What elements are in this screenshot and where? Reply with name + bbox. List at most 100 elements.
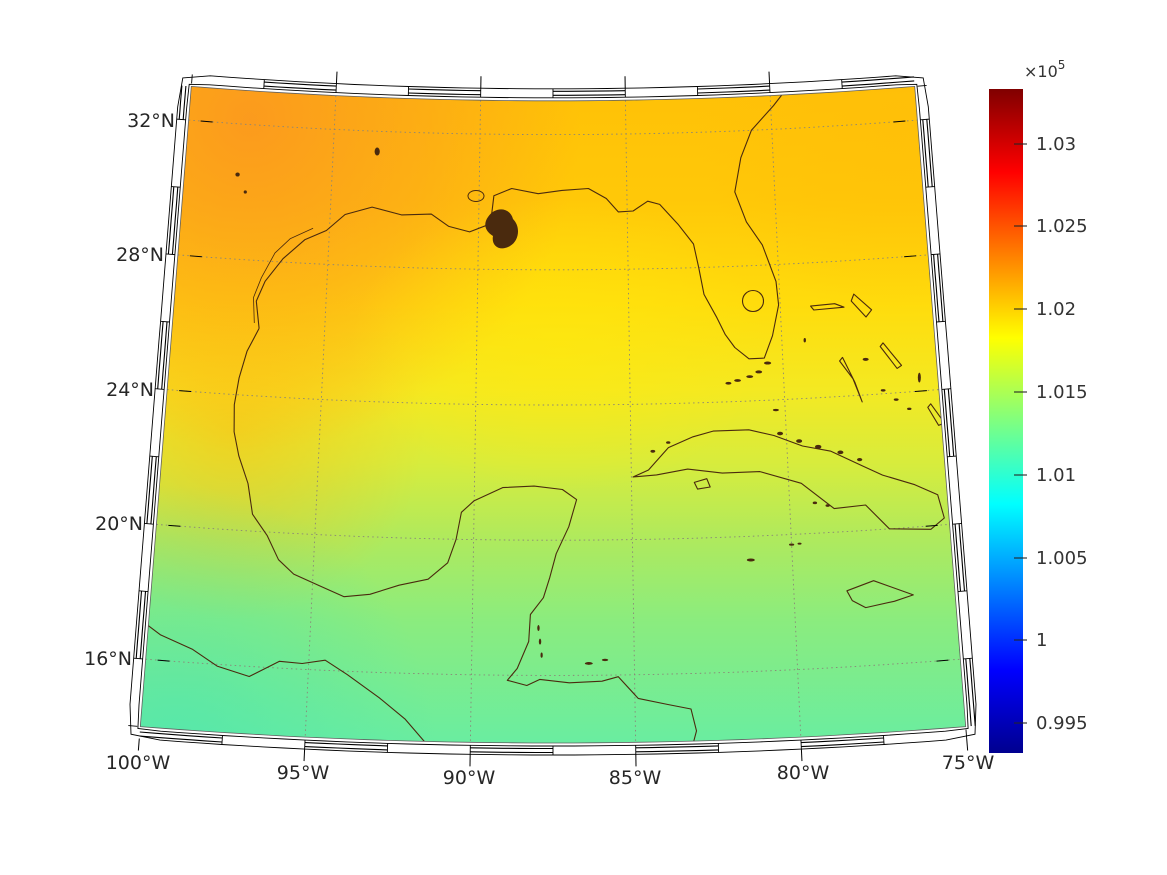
axis-tick [936, 659, 949, 662]
frame-divider [920, 118, 930, 121]
coastline-texas-barrier [253, 227, 314, 324]
frame-divider [165, 253, 175, 256]
frame-zebra-stripe [408, 92, 481, 96]
lon-label-100w: 100°W [106, 752, 171, 774]
frame-zebra-stripe [304, 742, 388, 747]
axis-tick [303, 749, 306, 762]
frame-divider [133, 657, 143, 660]
lat-label-20n: 20°N [95, 513, 143, 535]
frame-divider [221, 735, 223, 745]
new-providence [862, 357, 869, 361]
frame-zebra-stripe [146, 456, 153, 524]
frame-zebra-stripe [926, 119, 933, 187]
frame-band-inner [137, 83, 969, 747]
coastline-us-gulf-atlantic [255, 86, 791, 360]
frame-zebra-stripe [841, 76, 914, 83]
axis-tick [157, 659, 170, 662]
axis-tick [966, 738, 969, 751]
frame-divider [936, 320, 946, 323]
coastline-jamaica [846, 580, 914, 609]
mississippi-delta [485, 209, 519, 249]
frame-divider [160, 320, 170, 323]
lon-label-90w: 90°W [443, 767, 496, 789]
frame-divider [176, 118, 186, 121]
coastline-isla-juventud [693, 478, 711, 490]
cays-cuba [650, 449, 656, 453]
cays-cuba [814, 444, 822, 449]
frame-divider [931, 253, 941, 256]
frame-zebra-stripe [470, 751, 553, 754]
frame-zebra-stripe [470, 747, 553, 750]
grand-cayman [746, 558, 755, 562]
frame-divider [263, 79, 265, 89]
exuma-cays [893, 398, 899, 401]
lake-pontchartrain [467, 190, 485, 202]
frame-zebra-stripe [157, 321, 164, 389]
frame-zebra-stripe [167, 186, 175, 255]
frame-divider [957, 590, 967, 592]
florida-keys [755, 370, 763, 374]
lon-label-85w: 85°W [609, 767, 662, 789]
bay-islands [601, 658, 609, 662]
colorbar-label-1.01: 1.01 [1036, 465, 1076, 486]
florida-keys [725, 381, 732, 385]
exuma-cays [880, 389, 886, 392]
frame-zebra-stripe [801, 737, 884, 744]
frame-divider [925, 186, 935, 188]
frame-zebra-stripe [697, 85, 770, 90]
coastlines [140, 86, 946, 743]
belize-cays [537, 625, 540, 632]
colorbar-label-1.025: 1.025 [1036, 216, 1088, 237]
frame-divider [883, 735, 885, 745]
colorbar-tick-labels: 1.03 1.025 1.02 1.015 1.01 1.005 1 0.995 [1036, 134, 1088, 734]
frame-divider [952, 522, 962, 525]
frame-divider [947, 455, 957, 458]
cay-sal [772, 408, 779, 412]
colorbar-ticks [1014, 143, 1027, 724]
frame-zebra-stripe [264, 81, 337, 87]
little-cayman [797, 542, 802, 545]
cays-cuba [666, 441, 671, 444]
cays-cuba-south [825, 504, 830, 507]
frame-divider [841, 79, 843, 89]
frame-divider [171, 186, 181, 188]
colorbar: 1.03 1.025 1.02 1.015 1.01 1.005 1 0.995… [989, 58, 1088, 753]
lake-okeechobee [741, 289, 765, 313]
frame-zebra-stripe [263, 85, 337, 91]
cays-cuba [796, 439, 803, 443]
bimini [803, 338, 806, 343]
frame-zebra-stripe [304, 746, 388, 751]
coastline-cuba [632, 429, 945, 530]
frame-divider [149, 455, 159, 458]
cays-cuba [857, 458, 863, 462]
longitude-labels: 100°W 95°W 90°W 85°W 80°W 75°W [106, 752, 995, 789]
axis-tick [893, 120, 906, 123]
map-frame [128, 71, 977, 767]
frame-zebra-stripe [178, 85, 183, 120]
frame-zebra-stripe [943, 389, 951, 457]
frame-divider [941, 388, 951, 390]
frame-zebra-stripe [171, 186, 179, 255]
coastline-long-island [927, 403, 946, 426]
lat-label-28n: 28°N [116, 244, 164, 266]
colorbar-label-0.995: 0.995 [1036, 713, 1088, 734]
exuma-cays [907, 407, 912, 411]
frame-zebra-stripe [965, 658, 972, 727]
frame-zebra-stripe [958, 523, 966, 592]
axis-tick [137, 738, 140, 751]
colorbar-label-1.03: 1.03 [1036, 134, 1076, 155]
frame-zebra-stripe [408, 88, 481, 92]
frame-divider [139, 590, 149, 592]
frame-zebra-stripe [161, 321, 168, 390]
cays-cuba [837, 450, 844, 455]
frame-zebra-stripe [842, 80, 915, 87]
lat-label-16n: 16°N [84, 648, 132, 670]
axis-tick [200, 120, 213, 123]
colorbar-label-1.005: 1.005 [1036, 548, 1088, 569]
map-plot: 32°N 28°N 24°N 20°N 16°N 100°W 95°W 90°W… [84, 71, 995, 789]
frame-divider [155, 388, 165, 390]
frame-zebra-stripe [635, 749, 719, 753]
axis-tick [168, 524, 181, 527]
frame-band-outer [129, 75, 977, 756]
